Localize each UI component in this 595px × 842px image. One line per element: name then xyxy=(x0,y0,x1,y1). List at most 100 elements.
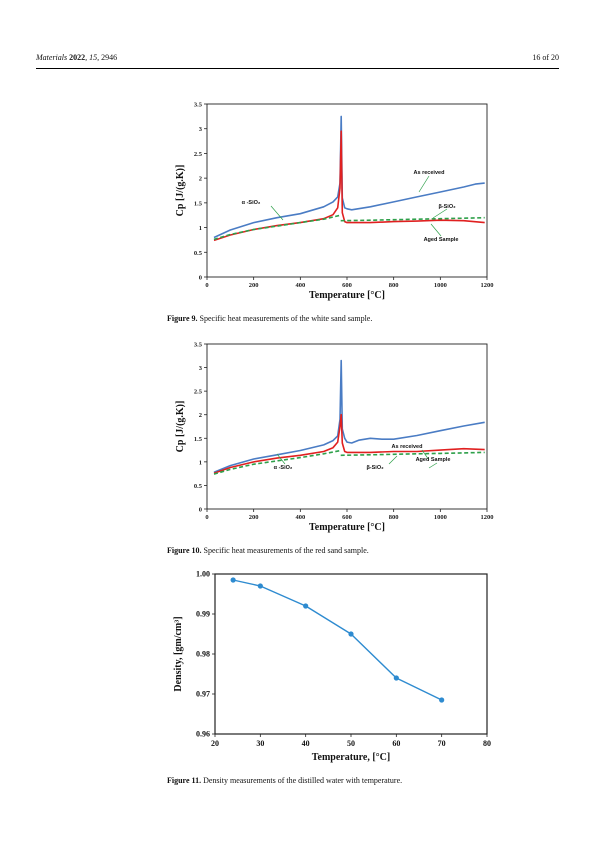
y-tick-label: 0.5 xyxy=(194,250,203,257)
annotation-leader xyxy=(276,453,286,465)
annotation-label: β-SiO₂ xyxy=(366,465,384,471)
y-tick-label: 3.5 xyxy=(194,102,203,109)
x-tick-label: 80 xyxy=(483,739,491,748)
x-tick-label: 800 xyxy=(389,514,399,521)
x-tick-label: 600 xyxy=(342,514,352,521)
y-tick-label: 0.98 xyxy=(196,650,210,659)
x-tick-label: 0 xyxy=(205,514,208,521)
y-tick-label: 1.5 xyxy=(194,436,203,443)
figure-10-caption-text: Specific heat measurements of the red sa… xyxy=(201,546,369,555)
x-axis-label: Temperature [°C] xyxy=(309,522,385,533)
annotation-label: Aged Sample xyxy=(416,457,451,463)
x-tick-label: 200 xyxy=(249,514,259,521)
y-tick-label: 0.96 xyxy=(196,730,210,739)
figure-9-label: Figure 9. xyxy=(167,314,198,323)
figure-11-caption-text: Density measurements of the distilled wa… xyxy=(201,776,403,785)
annotation-label: β-SiO₂ xyxy=(438,204,456,210)
series-line xyxy=(232,579,443,701)
figure-11: 20 30 40 50 60 70 80 0.96 0.97 0.98 0.99 1.00 Temper… xyxy=(167,566,507,775)
x-axis-label: Temperature [°C] xyxy=(309,290,385,301)
plot-frame xyxy=(206,343,488,510)
y-tick-label: 2.5 xyxy=(194,389,203,396)
annotation-leader xyxy=(388,455,398,465)
x-tick-label: 70 xyxy=(438,739,446,748)
x-tick-label: 200 xyxy=(249,282,259,289)
journal-volume: 15 xyxy=(89,53,98,62)
page-header: Materials 2022, 15, 2946 16 of 20 xyxy=(36,53,559,67)
y-tick-label: 0.5 xyxy=(194,483,203,490)
x-tick-label: 1000 xyxy=(434,514,447,521)
series-line--sio- xyxy=(340,451,485,457)
data-point xyxy=(348,631,354,637)
figure-11-caption: Figure 11. Density measurements of the d… xyxy=(167,776,402,785)
x-tick-label: 400 xyxy=(295,282,305,289)
x-tick-label: 1200 xyxy=(481,514,494,521)
series-line-aged-sample xyxy=(213,130,485,242)
plot-frame xyxy=(214,573,488,735)
series-line--sio- xyxy=(213,214,341,241)
series-line-as-received xyxy=(213,359,485,473)
x-tick-label: 1000 xyxy=(434,282,447,289)
figure-11-label: Figure 11. xyxy=(167,776,202,785)
annotation-label: As received xyxy=(392,444,423,450)
x-tick-label: 400 xyxy=(295,514,305,521)
series-line-as-received xyxy=(213,115,485,239)
annotation-leader xyxy=(428,462,438,469)
x-axis-label: Temperature, [°C] xyxy=(312,752,390,763)
x-tick-label: 800 xyxy=(389,282,399,289)
annotation-leader xyxy=(270,205,284,221)
annotation-label: α -SiO₂ xyxy=(274,465,293,471)
journal-year: 2022 xyxy=(69,53,86,62)
y-axis-label: Density, [gm/cm³] xyxy=(173,616,184,691)
y-tick-label: 2 xyxy=(199,176,202,183)
x-tick-label: 30 xyxy=(256,739,264,748)
y-tick-label: 0.97 xyxy=(196,690,210,699)
annotation-label: As received xyxy=(414,170,445,176)
figure-9-chart: 0 200 400 600 800 1000 1200 0 0.5 1 1.5 2 2.5 3 3.5 Tem… xyxy=(175,102,494,302)
y-tick-label: 0 xyxy=(199,275,202,282)
y-tick-label: 1.00 xyxy=(196,570,210,579)
figure-11-chart: 20 30 40 50 60 70 80 0.96 0.97 0.98 0.99 1.00 Temper… xyxy=(173,570,491,764)
journal-name: Materials xyxy=(36,53,68,62)
figure-9: 0 200 400 600 800 1000 1200 0 0.5 1 1.5 2 2.5 3 3.5 Tem… xyxy=(167,96,507,313)
x-tick-label: 1200 xyxy=(481,282,494,289)
annotation-label: α -SiO₂ xyxy=(242,200,261,206)
figure-9-caption-text: Specific heat measurements of the white … xyxy=(197,314,373,323)
series-line--sio- xyxy=(340,216,485,222)
article-number: 2946 xyxy=(101,53,118,62)
y-tick-label: 1.5 xyxy=(194,200,203,207)
y-tick-label: 0 xyxy=(199,507,202,514)
x-tick-label: 40 xyxy=(302,739,310,748)
annotation-leader xyxy=(418,175,430,193)
x-tick-label: 20 xyxy=(211,739,219,748)
x-tick-label: 50 xyxy=(347,739,355,748)
y-tick-label: 1 xyxy=(199,225,202,232)
y-tick-label: 0.99 xyxy=(196,610,210,619)
figure-10-label: Figure 10. xyxy=(167,546,202,555)
annotation-leader xyxy=(432,208,448,219)
header-rule xyxy=(36,68,559,69)
x-tick-label: 0 xyxy=(205,282,208,289)
figure-9-caption: Figure 9. Specific heat measurements of … xyxy=(167,314,372,323)
data-point xyxy=(393,675,399,681)
y-tick-label: 3 xyxy=(199,365,203,372)
figure-10-caption: Figure 10. Specific heat measurements of… xyxy=(167,546,369,555)
y-tick-label: 3 xyxy=(199,126,203,133)
annotation-label: Aged Sample xyxy=(424,237,459,243)
y-tick-label: 3.5 xyxy=(194,342,203,349)
data-point xyxy=(257,583,263,589)
data-point xyxy=(303,603,309,609)
figure-10: 0 200 400 600 800 1000 1200 0 0.5 1 1.5 2 2.5 3 3.5 Tem… xyxy=(167,336,507,553)
series-line-aged-sample xyxy=(213,413,485,474)
annotation-leader xyxy=(430,223,442,237)
y-axis-label: Cp [J/(g.K)] xyxy=(175,401,186,453)
figure-10-chart: 0 200 400 600 800 1000 1200 0 0.5 1 1.5 2 2.5 3 3.5 Tem… xyxy=(175,342,494,534)
journal-citation: Materials 2022, 15, 2946 xyxy=(36,53,118,62)
annotation-leader xyxy=(421,449,430,461)
data-point xyxy=(230,577,236,583)
data-point xyxy=(439,697,445,703)
x-tick-label: 60 xyxy=(392,739,400,748)
x-tick-label: 600 xyxy=(342,282,352,289)
y-axis-label: Cp [J/(g.K)] xyxy=(175,165,186,217)
series-line--sio- xyxy=(213,449,341,475)
